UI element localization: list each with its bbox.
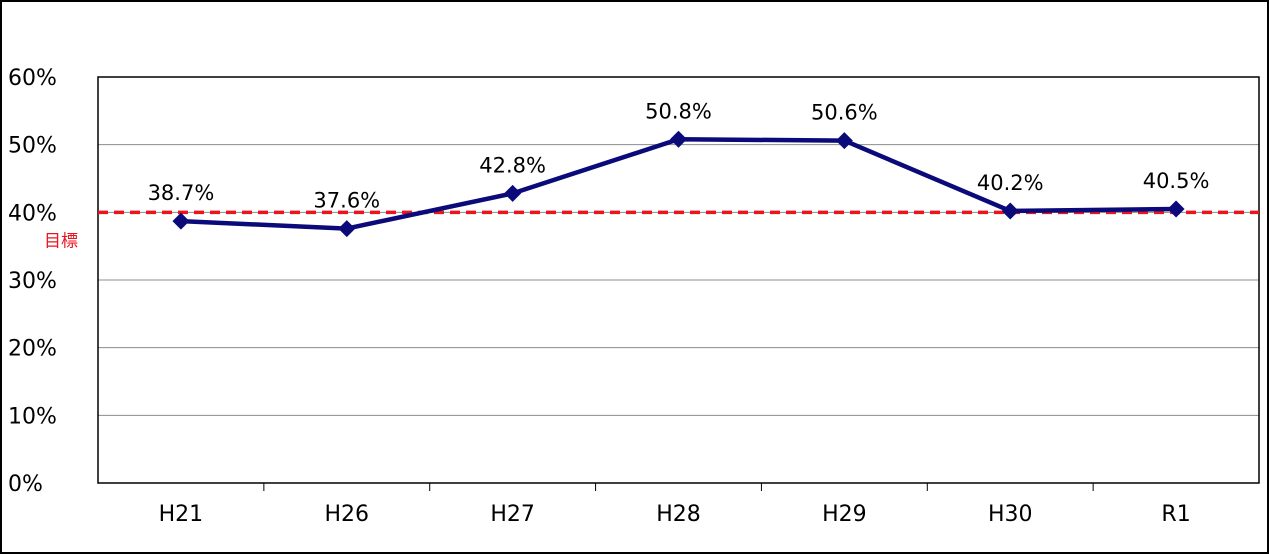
y-tick-label: 30% xyxy=(8,269,57,294)
data-label: 37.6% xyxy=(313,189,380,213)
data-point-marker xyxy=(338,220,356,238)
series xyxy=(172,130,1185,238)
data-label: 40.2% xyxy=(977,171,1044,195)
y-tick-label: 10% xyxy=(8,404,57,429)
x-axis-ticks: H21 H26 H27 H28 H29 H30 R1 xyxy=(159,483,1191,527)
data-label: 50.6% xyxy=(811,101,878,125)
target-group: 目標 xyxy=(44,210,1259,251)
y-tick-label: 60% xyxy=(8,66,57,91)
data-point-marker xyxy=(504,184,522,202)
target-label: 目標 xyxy=(44,231,78,251)
data-label: 42.8% xyxy=(479,153,546,177)
data-point-marker xyxy=(670,130,687,148)
x-tick-label: R1 xyxy=(1161,502,1190,527)
data-point-marker xyxy=(835,132,853,150)
gridlines xyxy=(98,144,1259,416)
x-tick-label: H30 xyxy=(988,502,1033,527)
y-tick-label: 20% xyxy=(8,337,57,362)
y-tick-label: 40% xyxy=(8,201,57,226)
x-tick-label: H27 xyxy=(490,502,535,527)
plot-area xyxy=(97,76,1260,484)
data-point-marker xyxy=(1167,200,1185,218)
data-point-marker xyxy=(1001,202,1019,220)
x-tick-label: H26 xyxy=(325,502,370,527)
x-tick-label: H28 xyxy=(656,502,701,527)
data-label: 40.5% xyxy=(1143,169,1210,193)
data-point-marker xyxy=(172,212,190,230)
y-axis-ticks: 0% 10% 20% 30% 40% 50% 60% xyxy=(8,66,57,497)
data-labels: 38.7% 37.6% 42.8% 50.8% 50.6% 40.2% 40.5% xyxy=(148,99,1210,212)
x-tick-label: H29 xyxy=(822,502,867,527)
data-label: 50.8% xyxy=(645,99,712,123)
y-tick-label: 50% xyxy=(8,134,57,159)
y-tick-label: 0% xyxy=(8,472,43,497)
x-tick-label: H21 xyxy=(159,502,204,527)
data-label: 38.7% xyxy=(148,181,215,205)
